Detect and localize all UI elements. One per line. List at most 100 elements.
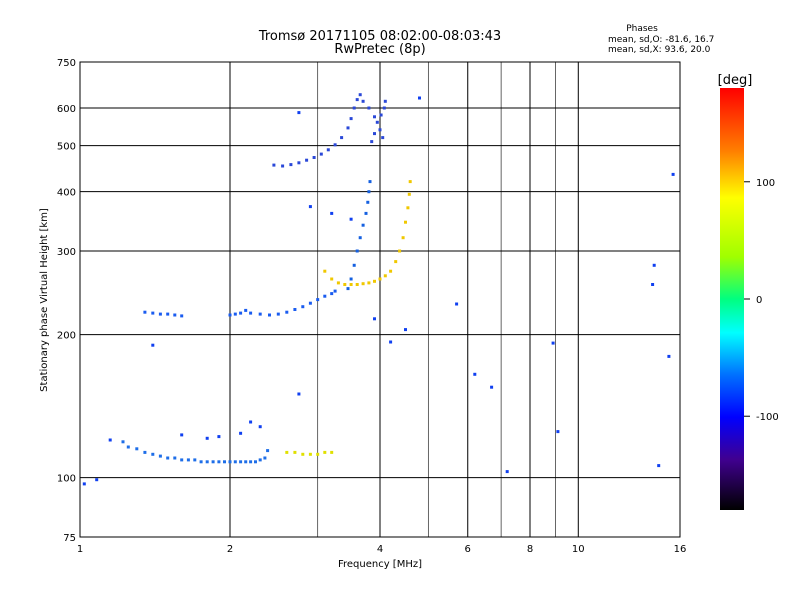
data-point xyxy=(382,106,386,110)
data-point xyxy=(158,312,162,316)
data-point xyxy=(361,282,365,286)
data-point xyxy=(126,445,130,449)
data-point xyxy=(394,260,398,264)
data-point xyxy=(263,456,267,460)
data-point xyxy=(473,372,477,376)
data-point xyxy=(316,298,320,302)
data-point xyxy=(505,470,509,474)
data-point xyxy=(289,163,293,167)
data-point xyxy=(293,308,297,311)
series xyxy=(285,450,334,456)
data-point xyxy=(223,460,226,464)
data-point xyxy=(330,292,334,296)
x-tick-label: 6 xyxy=(465,544,471,555)
data-point xyxy=(272,163,276,167)
data-point xyxy=(361,99,365,103)
x-axis-label: Frequency [MHz] xyxy=(338,559,422,570)
series xyxy=(121,440,270,464)
data-point xyxy=(404,328,407,332)
data-point xyxy=(308,452,312,456)
data-point xyxy=(326,148,330,152)
data-point xyxy=(239,311,243,315)
y-tick-label: 200 xyxy=(57,331,76,342)
data-point xyxy=(406,206,410,210)
data-point xyxy=(340,136,344,140)
data-point xyxy=(367,106,371,110)
grid xyxy=(80,62,680,537)
data-point xyxy=(173,456,177,460)
x-tick-label: 16 xyxy=(674,544,687,555)
y-tick-label: 500 xyxy=(57,142,76,153)
data-point xyxy=(667,354,671,358)
data-point xyxy=(370,140,374,144)
data-point xyxy=(323,294,327,298)
data-point xyxy=(373,279,376,283)
series xyxy=(346,180,372,291)
data-point xyxy=(258,425,262,429)
data-point xyxy=(217,460,221,464)
data-point xyxy=(378,277,382,281)
data-point xyxy=(312,156,316,159)
data-point xyxy=(249,311,253,315)
data-point xyxy=(352,106,356,110)
data-point xyxy=(671,172,675,176)
data-point xyxy=(180,458,184,462)
data-point xyxy=(367,190,371,194)
data-point xyxy=(330,277,334,281)
data-point xyxy=(375,120,379,124)
data-point xyxy=(408,180,412,184)
data-point xyxy=(455,302,459,306)
data-point xyxy=(228,460,232,464)
data-point xyxy=(389,269,393,273)
data-point xyxy=(343,283,347,286)
data-point xyxy=(193,458,197,462)
data-point xyxy=(297,392,301,396)
data-point xyxy=(211,460,215,464)
data-point xyxy=(358,93,362,97)
data-point xyxy=(373,317,376,321)
data-point xyxy=(151,311,155,315)
data-point xyxy=(258,458,262,462)
data-point xyxy=(293,450,297,454)
y-tick-label: 400 xyxy=(57,188,76,199)
data-point xyxy=(651,283,655,286)
data-point xyxy=(404,220,407,224)
data-point xyxy=(266,449,270,453)
y-tick-label: 300 xyxy=(57,247,76,258)
data-point xyxy=(135,447,139,451)
y-tick-label: 100 xyxy=(57,474,76,485)
data-point xyxy=(355,283,359,286)
data-point xyxy=(355,98,359,102)
data-point xyxy=(368,180,372,184)
data-point xyxy=(333,289,337,293)
data-point xyxy=(285,310,289,314)
y-tick-label: 600 xyxy=(57,104,76,115)
data-point xyxy=(305,158,309,162)
y-tick-label: 750 xyxy=(57,58,76,69)
colorbar-tick-label: 100 xyxy=(756,178,775,189)
data-point xyxy=(239,460,243,464)
data-point xyxy=(323,450,327,454)
colorbar-tick-label: 0 xyxy=(756,295,762,306)
data-point xyxy=(95,478,99,482)
data-point xyxy=(389,340,393,344)
data-point xyxy=(173,313,177,317)
data-point xyxy=(349,277,353,281)
data-point xyxy=(249,420,253,424)
data-point xyxy=(244,308,248,312)
data-point xyxy=(373,132,376,136)
data-point xyxy=(556,430,560,434)
data-point xyxy=(285,450,289,454)
data-point xyxy=(158,454,162,458)
x-tick-label: 4 xyxy=(377,544,383,555)
data-point xyxy=(244,460,248,464)
data-point xyxy=(233,312,237,316)
data-point xyxy=(316,452,320,456)
data-point xyxy=(367,281,371,285)
data-point xyxy=(143,450,147,454)
series xyxy=(82,96,675,486)
data-point xyxy=(180,314,184,318)
data-point xyxy=(151,343,155,347)
series xyxy=(272,93,387,168)
phase-stats-o: mean, sd,O: -81.6, 16.7 xyxy=(608,35,714,45)
